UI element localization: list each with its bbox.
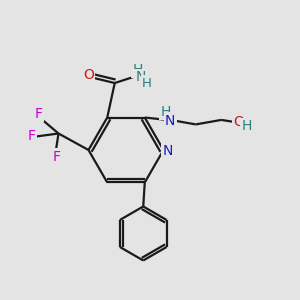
Text: H: H (142, 76, 152, 89)
Text: H: H (132, 63, 143, 77)
Text: H: H (160, 104, 171, 118)
Text: N: N (135, 70, 146, 84)
Text: O: O (233, 115, 244, 129)
Text: N: N (165, 113, 175, 128)
Text: F: F (53, 150, 61, 164)
Text: N: N (162, 144, 172, 158)
Text: F: F (28, 130, 35, 143)
Text: H: H (241, 119, 252, 133)
Text: F: F (35, 107, 43, 121)
Text: O: O (83, 68, 94, 82)
